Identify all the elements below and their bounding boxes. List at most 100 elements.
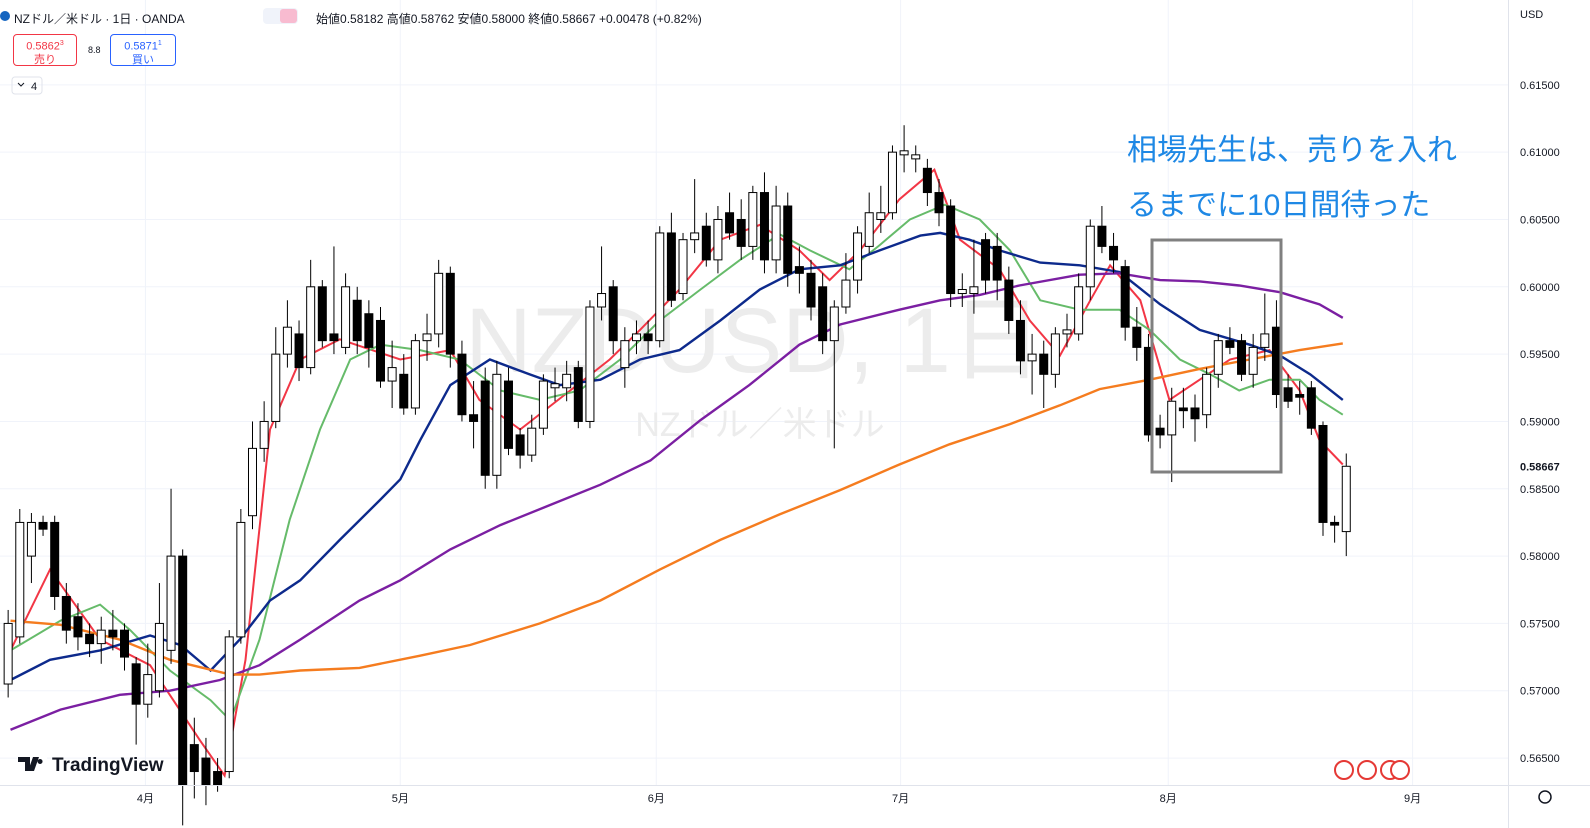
candle-body — [585, 306, 595, 422]
candle-body — [375, 319, 385, 382]
candle-body — [620, 340, 630, 369]
last-price-bg — [1510, 457, 1588, 476]
candle-body — [725, 212, 735, 234]
candle-body — [713, 218, 723, 261]
candle-body — [1330, 521, 1340, 526]
sell-button[interactable]: 0.58623 売り — [13, 34, 77, 66]
candle-body — [213, 771, 223, 786]
candle-body — [631, 333, 641, 342]
moving-average — [10, 272, 1344, 731]
candle-body — [329, 333, 339, 342]
candle-body — [957, 288, 967, 295]
toggle-on[interactable] — [280, 9, 297, 23]
moving-average — [10, 342, 1343, 676]
candle-body — [1155, 427, 1165, 436]
flag-icon[interactable] — [1357, 760, 1377, 780]
annotation: 相場先生は、売りを入れ — [1127, 134, 1457, 167]
candle-body — [178, 555, 188, 786]
candle-body — [259, 420, 269, 449]
candle-body — [736, 218, 746, 247]
candle-body — [1260, 333, 1270, 348]
candle-body — [527, 427, 537, 456]
candle-body — [1097, 225, 1107, 247]
y-tick-label: 0.60000 — [1520, 282, 1560, 294]
candle-body — [294, 333, 304, 369]
candle-body — [690, 232, 700, 241]
event-flags — [1334, 760, 1410, 780]
sell-price-row: 0.58623 — [14, 37, 76, 54]
candle-body — [50, 521, 60, 597]
buy-price: 0.5871 — [124, 40, 158, 53]
x-tick-label: 9月 — [1404, 793, 1421, 805]
candle-body — [841, 279, 851, 308]
moving-averages — [9, 168, 1344, 779]
indicator-toggle[interactable] — [11, 76, 43, 95]
candle-body — [1341, 465, 1351, 533]
candle-body — [15, 521, 25, 638]
candle-body — [818, 286, 828, 342]
candle-body — [1213, 340, 1223, 375]
candle-body — [1306, 387, 1316, 429]
candle-body — [1027, 353, 1037, 362]
candle-body — [1039, 353, 1049, 375]
candle-body — [399, 373, 409, 409]
spread: 8.8 — [88, 45, 101, 55]
candle-body — [480, 380, 490, 476]
candle-body — [934, 192, 944, 214]
candle-body — [992, 245, 1002, 281]
candle-body — [271, 353, 281, 422]
symbol: NZドル／米ドル · 1日 · OANDA — [14, 12, 185, 26]
ohlc-label: 安値 — [457, 12, 482, 26]
logo-icon — [18, 757, 43, 771]
candle-body — [597, 293, 607, 308]
candle-body — [899, 150, 909, 156]
flag-icon[interactable] — [1334, 760, 1354, 780]
candle-body — [189, 744, 199, 773]
candle-body — [1085, 225, 1095, 288]
currency[interactable]: USD — [1520, 9, 1544, 21]
candle-body — [120, 629, 130, 658]
y-tick-label: 0.56500 — [1520, 753, 1560, 765]
annotation: るまでに10日間待った — [1127, 189, 1430, 222]
logo: TradingView — [17, 755, 164, 776]
candle-body — [666, 232, 676, 301]
candle-body — [201, 757, 211, 786]
candle-body — [876, 212, 886, 220]
ohlc-value: 0.58000 — [481, 12, 525, 26]
candle-body — [1295, 394, 1305, 398]
candle-body — [469, 414, 479, 422]
buy-button[interactable]: 0.58711 買い — [110, 34, 176, 66]
flag-icon[interactable] — [1390, 760, 1410, 780]
candle-body — [1271, 326, 1281, 396]
candle-body — [794, 266, 804, 274]
buy-label: 買い — [132, 53, 154, 66]
sell-price: 0.5862 — [26, 40, 60, 53]
settings-icon[interactable] — [1538, 790, 1552, 804]
price-axis: 0.56500 0.57000 0.57500 0.58000 0.58500 0.590… — [1510, 80, 1588, 765]
candle-body — [96, 629, 106, 645]
candle-body — [864, 212, 874, 247]
candle-body — [1004, 279, 1014, 321]
time-axis: 4月 5月 6月 7月 8月 9月 — [137, 793, 1421, 805]
candle-body — [853, 232, 863, 281]
candle-body — [1015, 319, 1025, 362]
candle-body — [457, 353, 467, 416]
ohlc-value: 0.58182 — [340, 12, 384, 26]
candle-body — [946, 205, 956, 295]
candle-body — [61, 595, 71, 631]
x-tick-label: 4月 — [137, 793, 154, 805]
watermark-sub: NZドル／米ドル — [635, 406, 884, 444]
moving-average — [9, 168, 1344, 779]
candle-body — [538, 380, 548, 429]
x-tick-label: 5月 — [392, 793, 409, 805]
candle-body — [492, 373, 502, 476]
candle-body — [748, 192, 758, 247]
candle-body — [1225, 340, 1235, 348]
candle-body — [806, 272, 816, 308]
candle-body — [247, 447, 257, 517]
candle-body — [887, 151, 897, 214]
candle-body — [143, 674, 153, 705]
y-tick-label: 0.59500 — [1520, 349, 1560, 361]
ohlc-label: 終値 — [528, 12, 553, 26]
